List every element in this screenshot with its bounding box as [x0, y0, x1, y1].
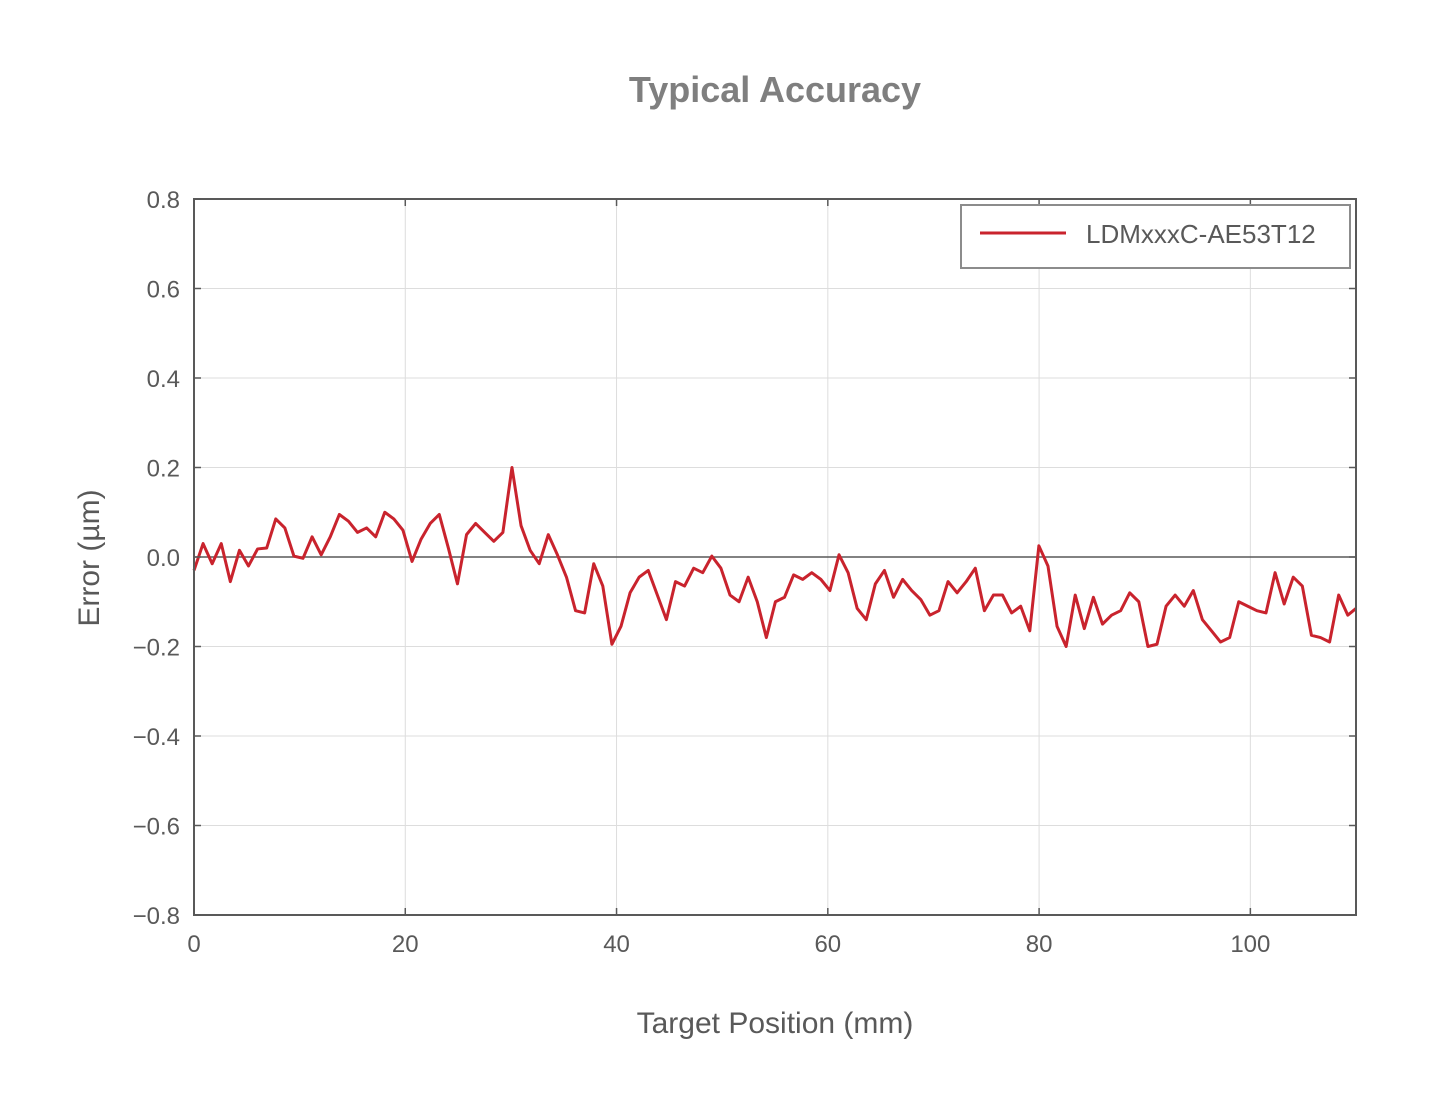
y-tick-label: 0.2 — [147, 456, 180, 483]
chart-title: Typical Accuracy — [629, 69, 921, 110]
y-tick-label: 0.6 — [147, 277, 180, 304]
legend: LDMxxxC-AE53T12 — [960, 204, 1351, 269]
x-tick-label: 40 — [603, 931, 630, 958]
legend-label: LDMxxxC-AE53T12 — [1086, 219, 1316, 249]
x-tick-label: 100 — [1230, 931, 1270, 958]
x-axis-label: Target Position (mm) — [637, 1007, 914, 1040]
y-tick-label: −0.8 — [133, 903, 180, 930]
y-tick-label: −0.4 — [133, 724, 180, 751]
ticks: 0 20 40 60 80 100 −0.8 −0.6 −0.4 −0.2 0.0 0.2 0.4 0.6… — [133, 187, 1356, 958]
x-tick-label: 0 — [187, 931, 200, 958]
y-tick-label: 0.8 — [147, 187, 180, 214]
series-line — [192, 466, 1357, 648]
y-tick-label: 0.0 — [147, 545, 180, 572]
x-tick-label: 60 — [814, 931, 841, 958]
x-tick-label: 80 — [1026, 931, 1053, 958]
y-tick-label: −0.6 — [133, 814, 180, 841]
y-tick-label: 0.4 — [147, 366, 180, 393]
legend-box — [960, 204, 1351, 269]
x-tick-label: 20 — [392, 931, 419, 958]
y-axis-label: Error (µm) — [73, 489, 106, 626]
y-tick-label: −0.2 — [133, 635, 180, 662]
series-layer — [192, 466, 1357, 648]
